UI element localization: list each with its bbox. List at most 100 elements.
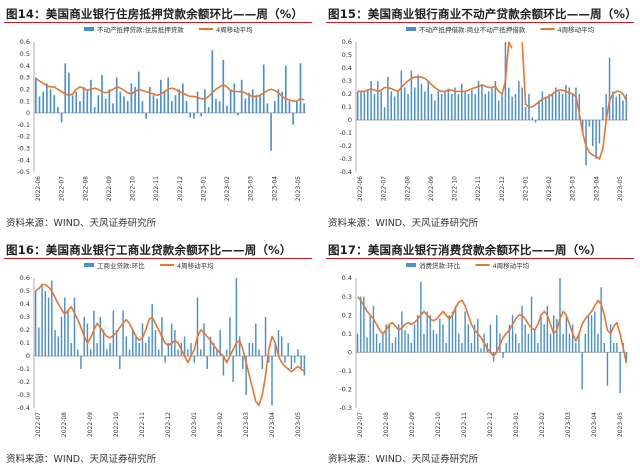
data-bar bbox=[211, 50, 214, 113]
data-bar bbox=[287, 343, 289, 356]
data-bar bbox=[537, 343, 539, 353]
x-tick-label: 2022-08 bbox=[61, 412, 68, 437]
data-bar bbox=[115, 330, 118, 356]
x-tick-label: 2022-10 bbox=[113, 412, 120, 437]
data-bar bbox=[64, 297, 66, 356]
data-bar bbox=[154, 330, 157, 356]
data-bar bbox=[514, 94, 517, 120]
data-bar bbox=[464, 311, 466, 353]
data-bar bbox=[366, 90, 369, 120]
data-bar bbox=[609, 324, 612, 353]
data-bar bbox=[494, 81, 497, 120]
data-bar bbox=[489, 324, 492, 353]
data-bar bbox=[430, 94, 433, 120]
x-tick-label: 2022-08 bbox=[82, 176, 89, 201]
data-bar bbox=[41, 284, 43, 356]
data-bar bbox=[603, 343, 605, 353]
x-tick-label: 2022-09 bbox=[409, 412, 416, 437]
data-bar bbox=[394, 337, 397, 353]
data-bar bbox=[75, 91, 78, 113]
data-bar bbox=[390, 91, 393, 120]
y-tick-label: 0.5 bbox=[20, 287, 30, 295]
data-bar bbox=[568, 87, 570, 120]
data-bar bbox=[410, 70, 413, 120]
data-bar bbox=[106, 349, 108, 356]
data-bar bbox=[128, 349, 131, 356]
data-bar bbox=[102, 330, 105, 356]
data-bar bbox=[119, 356, 121, 369]
x-tick-label: 2023-03 bbox=[570, 176, 577, 201]
data-bar bbox=[467, 324, 469, 353]
data-bar bbox=[293, 356, 296, 363]
data-bar bbox=[135, 336, 137, 356]
data-bar bbox=[261, 356, 264, 369]
data-bar bbox=[183, 336, 186, 356]
data-bar bbox=[259, 95, 261, 113]
y-tick-label: 0.2 bbox=[20, 85, 30, 93]
data-bar bbox=[280, 336, 283, 356]
data-bar bbox=[375, 333, 378, 353]
data-bar bbox=[82, 86, 85, 113]
x-tick-label: 2022-09 bbox=[106, 176, 113, 201]
data-bar bbox=[251, 89, 254, 113]
data-bar bbox=[439, 318, 441, 353]
data-bar bbox=[549, 333, 552, 353]
data-bar bbox=[403, 87, 406, 120]
x-tick-label: 2022-08 bbox=[404, 176, 411, 201]
data-bar bbox=[126, 101, 129, 113]
data-bar bbox=[565, 315, 568, 353]
data-bar bbox=[206, 356, 208, 369]
x-tick-label: 2022-11 bbox=[475, 176, 482, 201]
y-tick-label: 0.1 bbox=[342, 330, 352, 338]
data-bar bbox=[538, 100, 540, 120]
data-bar bbox=[477, 318, 479, 353]
data-bar bbox=[187, 349, 189, 356]
y-tick-label: -0.1 bbox=[339, 129, 352, 137]
x-tick-label: 2023-05 bbox=[617, 176, 624, 201]
data-bar bbox=[440, 94, 443, 120]
data-bar bbox=[200, 112, 203, 117]
legend-bar-label: 不动产抵押借款:商业不动产抵押借款 bbox=[419, 25, 526, 34]
x-tick-label: 2022-08 bbox=[383, 412, 390, 437]
moving-average-line bbox=[35, 283, 305, 407]
x-tick-label: 2023-01 bbox=[191, 412, 198, 437]
data-bar bbox=[546, 305, 549, 353]
data-bar bbox=[193, 112, 195, 119]
data-bar bbox=[170, 323, 173, 356]
x-tick-label: 2022-11 bbox=[461, 412, 468, 437]
data-bar bbox=[505, 343, 507, 353]
data-bar bbox=[511, 315, 514, 353]
data-bar bbox=[273, 101, 276, 113]
data-bar bbox=[112, 310, 115, 356]
chart-panel-14: 图14：美国商业银行住房抵押贷款余额环比——周（%） 不动产抵押贷款:住房抵押贷… bbox=[4, 4, 316, 236]
data-bar bbox=[551, 94, 554, 120]
x-tick-label: 2023-02 bbox=[546, 176, 553, 201]
y-tick-label: 0.3 bbox=[20, 313, 30, 321]
data-bar bbox=[556, 318, 558, 353]
data-bar bbox=[80, 356, 82, 369]
data-bar bbox=[432, 330, 435, 353]
data-bar bbox=[248, 92, 250, 113]
data-bar bbox=[444, 91, 446, 120]
data-bar bbox=[130, 83, 133, 113]
y-tick-label: 0 bbox=[26, 352, 30, 360]
data-bar bbox=[152, 95, 155, 113]
data-bar bbox=[417, 74, 419, 120]
chart-title: 图15：美国商业银行商业不动产贷款余额环比——周（%） bbox=[328, 7, 637, 21]
data-bar bbox=[125, 336, 128, 356]
data-bar bbox=[590, 315, 593, 353]
data-bar bbox=[618, 94, 621, 120]
data-bar bbox=[49, 89, 52, 113]
data-bar bbox=[115, 77, 118, 113]
title-divider bbox=[4, 258, 312, 259]
data-bar bbox=[196, 91, 199, 113]
data-bar bbox=[222, 59, 225, 113]
data-bar bbox=[51, 280, 53, 356]
data-bar bbox=[481, 84, 483, 120]
y-tick-label: 0.6 bbox=[20, 38, 30, 46]
data-bar bbox=[76, 349, 79, 356]
data-bar bbox=[508, 87, 510, 120]
data-bar bbox=[584, 333, 587, 353]
data-bar bbox=[303, 356, 306, 376]
y-tick-label: -0.4 bbox=[339, 168, 352, 176]
